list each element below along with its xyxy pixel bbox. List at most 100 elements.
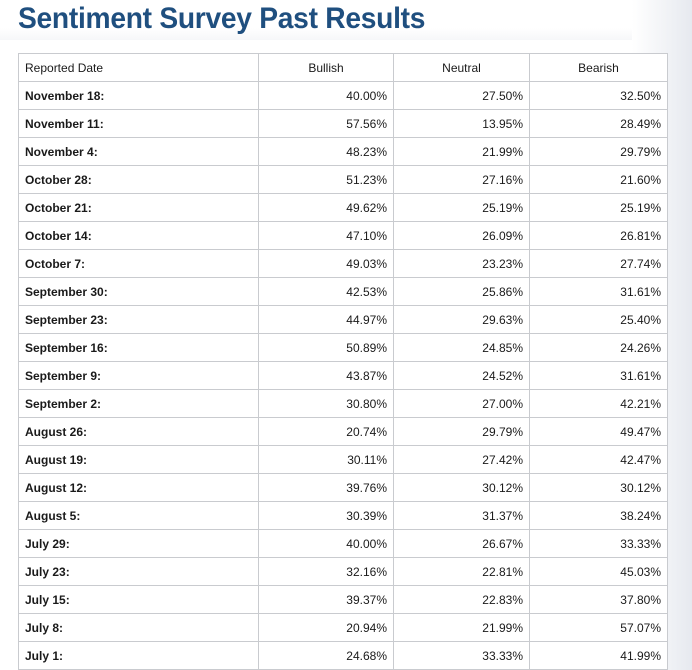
- column-header-bearish: Bearish: [529, 53, 668, 82]
- column-header-neutral: Neutral: [393, 53, 530, 82]
- row-date-cell: October 21:: [18, 193, 259, 222]
- row-date-cell: September 9:: [18, 361, 259, 390]
- row-bearish-cell: 38.24%: [529, 501, 668, 530]
- row-date-cell: November 18:: [18, 81, 259, 110]
- row-bullish-cell: 30.11%: [258, 445, 394, 474]
- row-date-cell: November 4:: [18, 137, 259, 166]
- row-neutral-cell: 23.23%: [393, 249, 530, 278]
- row-bearish-cell: 25.40%: [529, 305, 668, 334]
- row-date-cell: August 26:: [18, 417, 259, 446]
- row-bullish-cell: 30.80%: [258, 389, 394, 418]
- row-bullish-cell: 24.68%: [258, 641, 394, 670]
- column-header-bullish: Bullish: [258, 53, 394, 82]
- row-neutral-cell: 26.67%: [393, 529, 530, 558]
- table-row: October 14: 47.10% 26.09% 26.81%: [18, 221, 668, 250]
- table-row: July 1: 24.68% 33.33% 41.99%: [18, 641, 668, 670]
- table-header-row: Reported Date Bullish Neutral Bearish: [18, 53, 668, 82]
- row-date-cell: September 2:: [18, 389, 259, 418]
- sentiment-results-table: Reported Date Bullish Neutral Bearish No…: [18, 53, 668, 670]
- table-row: October 7: 49.03% 23.23% 27.74%: [18, 249, 668, 278]
- row-bearish-cell: 21.60%: [529, 165, 668, 194]
- row-date-cell: July 29:: [18, 529, 259, 558]
- row-neutral-cell: 13.95%: [393, 109, 530, 138]
- row-date-cell: July 15:: [18, 585, 259, 614]
- row-bullish-cell: 50.89%: [258, 333, 394, 362]
- row-neutral-cell: 30.12%: [393, 473, 530, 502]
- table-row: October 28: 51.23% 27.16% 21.60%: [18, 165, 668, 194]
- row-date-cell: September 16:: [18, 333, 259, 362]
- row-bullish-cell: 42.53%: [258, 277, 394, 306]
- row-neutral-cell: 21.99%: [393, 613, 530, 642]
- row-bullish-cell: 39.76%: [258, 473, 394, 502]
- table-row: August 19: 30.11% 27.42% 42.47%: [18, 445, 668, 474]
- row-date-cell: October 28:: [18, 165, 259, 194]
- row-bearish-cell: 27.74%: [529, 249, 668, 278]
- row-date-cell: July 1:: [18, 641, 259, 670]
- table-row: November 18: 40.00% 27.50% 32.50%: [18, 81, 668, 110]
- row-bullish-cell: 57.56%: [258, 109, 394, 138]
- row-date-cell: September 23:: [18, 305, 259, 334]
- table-row: September 2: 30.80% 27.00% 42.21%: [18, 389, 668, 418]
- row-bearish-cell: 28.49%: [529, 109, 668, 138]
- row-date-cell: August 5:: [18, 501, 259, 530]
- row-neutral-cell: 25.86%: [393, 277, 530, 306]
- table-row: November 11: 57.56% 13.95% 28.49%: [18, 109, 668, 138]
- row-date-cell: August 19:: [18, 445, 259, 474]
- column-header-reported-date: Reported Date: [18, 53, 259, 82]
- row-neutral-cell: 22.83%: [393, 585, 530, 614]
- row-bullish-cell: 51.23%: [258, 165, 394, 194]
- row-bullish-cell: 20.74%: [258, 417, 394, 446]
- row-bearish-cell: 25.19%: [529, 193, 668, 222]
- table-row: September 16: 50.89% 24.85% 24.26%: [18, 333, 668, 362]
- row-bearish-cell: 31.61%: [529, 361, 668, 390]
- row-bearish-cell: 37.80%: [529, 585, 668, 614]
- row-neutral-cell: 21.99%: [393, 137, 530, 166]
- table-row: July 15: 39.37% 22.83% 37.80%: [18, 585, 668, 614]
- row-bullish-cell: 44.97%: [258, 305, 394, 334]
- row-bullish-cell: 43.87%: [258, 361, 394, 390]
- row-date-cell: October 14:: [18, 221, 259, 250]
- row-neutral-cell: 25.19%: [393, 193, 530, 222]
- row-bearish-cell: 49.47%: [529, 417, 668, 446]
- row-neutral-cell: 29.79%: [393, 417, 530, 446]
- page-background-top: [0, 0, 692, 40]
- row-bearish-cell: 33.33%: [529, 529, 668, 558]
- row-bearish-cell: 32.50%: [529, 81, 668, 110]
- row-neutral-cell: 33.33%: [393, 641, 530, 670]
- row-neutral-cell: 27.50%: [393, 81, 530, 110]
- row-neutral-cell: 31.37%: [393, 501, 530, 530]
- row-date-cell: October 7:: [18, 249, 259, 278]
- row-date-cell: August 12:: [18, 473, 259, 502]
- row-bullish-cell: 48.23%: [258, 137, 394, 166]
- table-row: July 23: 32.16% 22.81% 45.03%: [18, 557, 668, 586]
- row-bearish-cell: 45.03%: [529, 557, 668, 586]
- table-row: August 26: 20.74% 29.79% 49.47%: [18, 417, 668, 446]
- table-row: August 5: 30.39% 31.37% 38.24%: [18, 501, 668, 530]
- row-neutral-cell: 26.09%: [393, 221, 530, 250]
- row-bullish-cell: 40.00%: [258, 529, 394, 558]
- row-neutral-cell: 27.00%: [393, 389, 530, 418]
- row-bearish-cell: 26.81%: [529, 221, 668, 250]
- table-row: July 8: 20.94% 21.99% 57.07%: [18, 613, 668, 642]
- row-bearish-cell: 31.61%: [529, 277, 668, 306]
- row-bearish-cell: 29.79%: [529, 137, 668, 166]
- table-row: November 4: 48.23% 21.99% 29.79%: [18, 137, 668, 166]
- table-body: November 18: 40.00% 27.50% 32.50% November 1…: [18, 81, 668, 670]
- page-title: Sentiment Survey Past Results: [18, 2, 426, 35]
- row-bullish-cell: 49.62%: [258, 193, 394, 222]
- row-neutral-cell: 29.63%: [393, 305, 530, 334]
- row-date-cell: July 8:: [18, 613, 259, 642]
- row-date-cell: November 11:: [18, 109, 259, 138]
- row-bearish-cell: 41.99%: [529, 641, 668, 670]
- row-neutral-cell: 24.85%: [393, 333, 530, 362]
- row-bullish-cell: 39.37%: [258, 585, 394, 614]
- row-bullish-cell: 20.94%: [258, 613, 394, 642]
- row-date-cell: July 23:: [18, 557, 259, 586]
- table-row: September 9: 43.87% 24.52% 31.61%: [18, 361, 668, 390]
- row-bearish-cell: 30.12%: [529, 473, 668, 502]
- table-row: August 12: 39.76% 30.12% 30.12%: [18, 473, 668, 502]
- row-bullish-cell: 30.39%: [258, 501, 394, 530]
- row-bearish-cell: 57.07%: [529, 613, 668, 642]
- row-bullish-cell: 47.10%: [258, 221, 394, 250]
- table-row: September 30: 42.53% 25.86% 31.61%: [18, 277, 668, 306]
